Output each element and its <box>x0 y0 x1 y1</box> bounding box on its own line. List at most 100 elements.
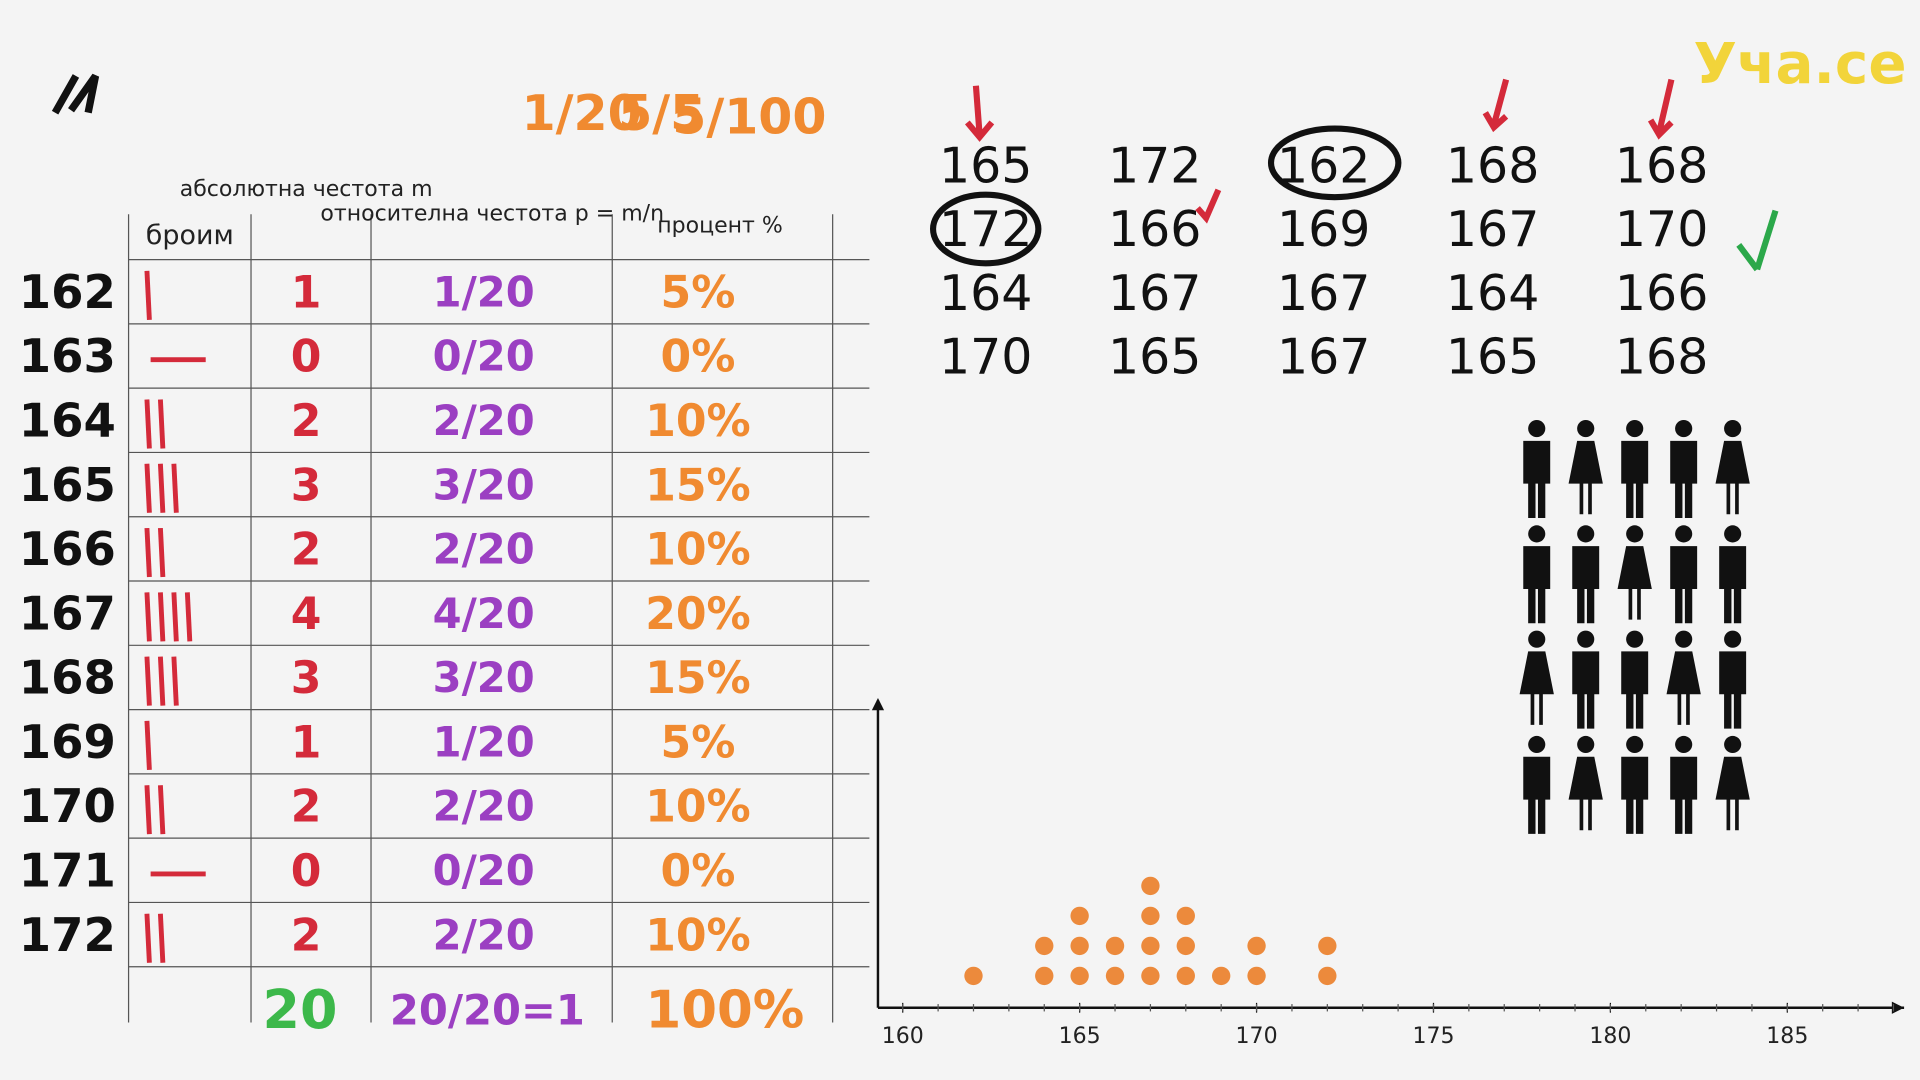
relative-frequency: 1/20 <box>433 717 535 766</box>
dot <box>1035 936 1054 956</box>
tally <box>144 656 179 706</box>
height-value: 168 <box>1615 137 1708 194</box>
height-value: 169 <box>1277 201 1370 258</box>
dot <box>1141 936 1160 956</box>
formula-left: 1/20 <box>522 85 642 142</box>
person-head <box>1577 525 1595 543</box>
dot-stack <box>1070 906 1089 986</box>
relative-frequency: 2/20 <box>433 910 535 959</box>
person-head <box>1626 420 1644 438</box>
tally <box>144 399 166 449</box>
dot <box>1247 966 1266 986</box>
person-body <box>1621 756 1649 834</box>
absolute-frequency: 2 <box>291 910 322 961</box>
person-body <box>1621 440 1649 518</box>
dot <box>964 966 983 986</box>
height-value: 166 <box>1108 201 1201 258</box>
dot <box>1318 936 1337 956</box>
relative-frequency: 0/20 <box>433 846 535 895</box>
person-body <box>1523 440 1551 518</box>
person-body <box>1617 546 1652 620</box>
person-head <box>1626 735 1644 754</box>
absolute-frequency: 2 <box>291 525 322 576</box>
scribble <box>51 73 100 115</box>
absolute-frequency: 0 <box>291 846 322 897</box>
row-label: 168 <box>19 651 116 705</box>
dot <box>1176 966 1195 986</box>
person-head <box>1626 630 1644 648</box>
tally <box>144 785 166 835</box>
tally-stroke <box>171 656 179 706</box>
person-body <box>1670 440 1698 518</box>
person-body <box>1523 756 1551 834</box>
relative-frequency: 2/20 <box>433 782 535 831</box>
height-value: 167 <box>1446 201 1539 258</box>
tally-stroke <box>144 785 152 835</box>
person-body <box>1568 440 1603 515</box>
dot-stack <box>964 966 983 986</box>
person-body <box>1666 651 1701 725</box>
axis-arrow <box>871 697 885 711</box>
height-value: 168 <box>1615 329 1708 386</box>
tally-stroke <box>144 399 152 449</box>
absolute-frequency: 1 <box>291 267 322 318</box>
tally <box>144 592 193 642</box>
dot-stack <box>1035 936 1054 986</box>
row-label: 162 <box>19 265 116 319</box>
column-header: абсолютна честота m <box>180 177 433 202</box>
arrows <box>964 78 1675 224</box>
percent: 15% <box>645 653 751 704</box>
row-label: 170 <box>19 779 116 833</box>
percent: 10% <box>645 782 751 833</box>
person-head <box>1724 735 1742 754</box>
height-value: 168 <box>1446 137 1539 194</box>
height-value: 162 <box>1277 137 1370 194</box>
absolute-frequency: 3 <box>291 653 322 704</box>
row-label: 166 <box>19 522 116 576</box>
person-body <box>1572 651 1600 729</box>
absolute-frequency: 4 <box>291 589 322 640</box>
height-value: 172 <box>939 201 1032 258</box>
absolute-frequency: 1 <box>291 717 322 768</box>
absolute-frequency: 0 <box>291 332 322 383</box>
person-body <box>1715 756 1750 831</box>
tally-stroke <box>157 463 166 513</box>
dot <box>1070 906 1089 926</box>
person-body <box>1621 651 1649 729</box>
tally-stroke <box>157 592 166 642</box>
percent: 15% <box>645 460 751 511</box>
relative-frequency: 1/20 <box>433 267 535 316</box>
dot-stack <box>1247 936 1266 986</box>
person-head <box>1528 735 1546 754</box>
dot <box>1247 936 1266 956</box>
height-value: 165 <box>1446 329 1539 386</box>
relative-frequency: 3/20 <box>433 460 535 509</box>
absolute-frequency: 2 <box>291 396 322 447</box>
logo: Уча.се <box>1693 32 1906 97</box>
person-body <box>1670 546 1698 624</box>
row-label: 172 <box>19 908 116 962</box>
dot <box>1105 966 1125 986</box>
tally-stroke <box>144 463 152 513</box>
dot-stack <box>1318 936 1337 986</box>
dot-stack <box>1105 936 1125 986</box>
relative-frequency: 4/20 <box>433 589 535 638</box>
tally-stroke <box>144 656 152 706</box>
row-label: 169 <box>19 715 116 769</box>
percent: 5% <box>661 267 736 318</box>
percent: 5% <box>661 717 736 768</box>
tally <box>144 913 166 963</box>
person-body <box>1568 756 1603 831</box>
person-head <box>1528 525 1546 543</box>
x-tick-label: 170 <box>1236 1024 1278 1049</box>
total-rel: 20/20=1 <box>390 985 585 1034</box>
person-head <box>1675 630 1693 648</box>
row-label: 171 <box>19 843 116 897</box>
circle <box>1267 125 1402 201</box>
absolute-frequency: 2 <box>291 782 322 833</box>
person-head <box>1577 420 1595 438</box>
dot <box>1318 966 1337 986</box>
checkmark <box>1736 209 1779 272</box>
